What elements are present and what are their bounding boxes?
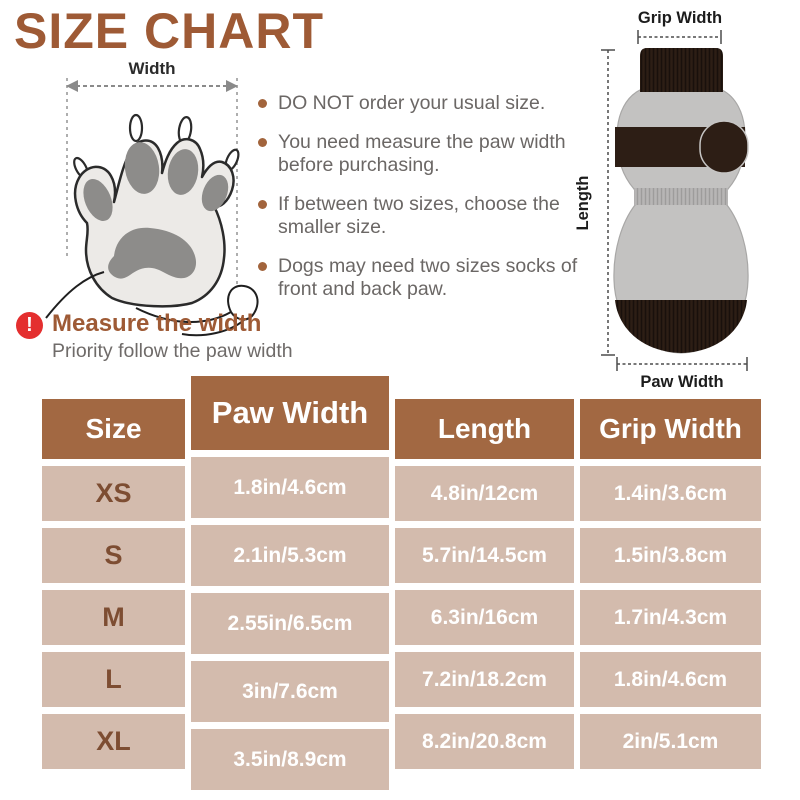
sizing-notes-list: DO NOT order your usual size. You need m… (258, 92, 582, 317)
width-label: Width (128, 59, 175, 78)
measure-width-note: ! Measure the width Priority follow the … (16, 310, 293, 363)
column-header-grip-width: Grip Width (580, 399, 761, 459)
paw-pads (83, 142, 229, 279)
table-cell-grip-width: 1.7in/4.3cm (580, 590, 761, 645)
sock-body (613, 48, 749, 354)
table-cell-length: 7.2in/18.2cm (395, 652, 574, 707)
column-length: Length 4.8in/12cm 5.7in/14.5cm 6.3in/16c… (395, 399, 574, 790)
note-text: You need measure the paw width before pu… (278, 131, 566, 176)
measure-note-title: Measure the width (52, 310, 262, 337)
table-cell-paw-width: 2.1in/5.3cm (191, 525, 389, 586)
cuff (640, 48, 723, 92)
bullet-icon (258, 200, 267, 209)
note-text: Dogs may need two sizes socks of front a… (278, 255, 578, 300)
table-cell-size: M (42, 590, 185, 645)
list-item: If between two sizes, choose the smaller… (258, 193, 582, 239)
toe-cap (615, 300, 747, 353)
strap-band (615, 120, 749, 174)
table-cell-length: 5.7in/14.5cm (395, 528, 574, 583)
table-cell-paw-width: 3.5in/8.9cm (191, 729, 389, 790)
paw-illustration: Width (45, 59, 259, 337)
bullet-icon (258, 138, 267, 147)
note-text: If between two sizes, choose the smaller… (278, 193, 560, 238)
table-cell-grip-width: 1.5in/3.8cm (580, 528, 761, 583)
column-header-paw-width: Paw Width (191, 376, 389, 450)
grip-width-label: Grip Width (638, 9, 722, 27)
table-cell-size: XS (42, 466, 185, 521)
size-chart-table: Size XS S M L XL Paw Width 1.8in/4.6cm 2… (42, 376, 761, 790)
column-grip-width: Grip Width 1.4in/3.6cm 1.5in/3.8cm 1.7in… (580, 399, 761, 790)
note-text: DO NOT order your usual size. (278, 92, 546, 114)
sock-illustration: Grip Width Length (574, 9, 749, 391)
paw-width-guide (616, 357, 748, 371)
arrowhead-right (226, 80, 238, 92)
table-cell-paw-width: 1.8in/4.6cm (191, 457, 389, 518)
sock-measurement-figure: Grip Width Length (572, 0, 800, 399)
table-cell-grip-width: 1.4in/3.6cm (580, 466, 761, 521)
list-item: DO NOT order your usual size. (258, 92, 582, 115)
table-cell-grip-width: 2in/5.1cm (580, 714, 761, 769)
length-guide (601, 49, 615, 356)
length-label: Length (574, 176, 592, 231)
column-paw-width: Paw Width 1.8in/4.6cm 2.1in/5.3cm 2.55in… (191, 376, 389, 790)
table-cell-paw-width: 2.55in/6.5cm (191, 593, 389, 654)
table-cell-size: L (42, 652, 185, 707)
table-cell-paw-width: 3in/7.6cm (191, 661, 389, 722)
measure-note-subtitle: Priority follow the paw width (52, 340, 293, 362)
table-cell-length: 6.3in/16cm (395, 590, 574, 645)
table-cell-grip-width: 1.8in/4.6cm (580, 652, 761, 707)
exclamation-icon: ! (16, 312, 43, 339)
ankle-rib-band (634, 188, 728, 205)
list-item: You need measure the paw width before pu… (258, 131, 582, 177)
table-cell-length: 4.8in/12cm (395, 466, 574, 521)
paw-width-label: Paw Width (640, 373, 723, 391)
table-cell-length: 8.2in/20.8cm (395, 714, 574, 769)
list-item: Dogs may need two sizes socks of front a… (258, 255, 582, 301)
column-header-size: Size (42, 399, 185, 459)
paw-measurement-figure: Width (34, 56, 266, 369)
grip-width-guide (637, 30, 722, 44)
column-header-length: Length (395, 399, 574, 459)
bullet-icon (258, 99, 267, 108)
hand-sketch (45, 271, 259, 337)
bullet-icon (258, 262, 267, 271)
column-size: Size XS S M L XL (42, 399, 185, 790)
arrowhead-left (66, 80, 78, 92)
table-cell-size: S (42, 528, 185, 583)
table-cell-size: XL (42, 714, 185, 769)
page-title: SIZE CHART (14, 3, 324, 59)
